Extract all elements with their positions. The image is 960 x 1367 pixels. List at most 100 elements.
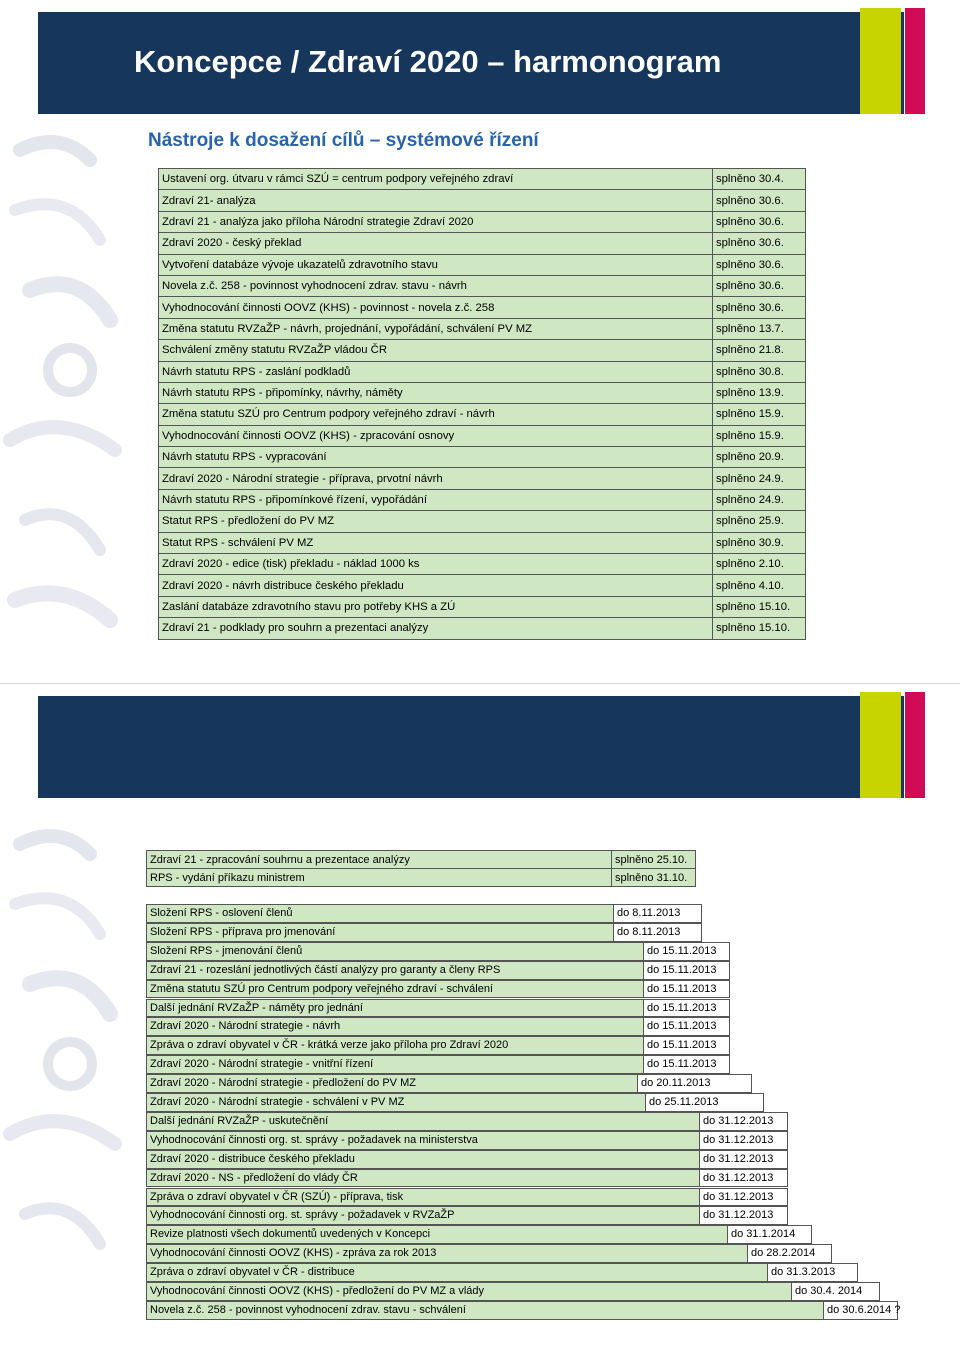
status-cell: splněno 15.9. (712, 424, 806, 448)
task-cell: Novela z.č. 258 - povinnost vyhodnocení … (158, 274, 713, 298)
task-cell: Statut RPS - předložení do PV MZ (158, 510, 713, 533)
deadline-cell: do 15.11.2013 (644, 1036, 730, 1056)
deadline-cell: do 20.11.2013 (638, 1074, 752, 1093)
table-row: Návrh statutu RPS - vypracování splněno 2… (158, 446, 806, 469)
table-row: Zaslání databáze zdravotního stavu pro p… (158, 595, 806, 619)
task-cell: Složení RPS - příprava pro jmenování (146, 922, 614, 942)
task-cell: Schválení změny statutu RVZaŽP vládou ČR (158, 339, 713, 362)
status-cell: splněno 15.9. (712, 403, 806, 426)
status-cell: splněno 30.6. (712, 189, 806, 212)
table-row: Schválení změny statutu RVZaŽP vládou ČR… (158, 339, 806, 362)
task-cell: Další jednání RVZaŽP - náměty pro jednán… (146, 998, 644, 1018)
task-cell: Vytvoření databáze vývoje ukazatelů zdra… (158, 253, 713, 276)
deadline-cell: do 31.12.2013 (700, 1149, 788, 1169)
task-cell: RPS - vydání příkazu ministrem (146, 868, 612, 887)
status-cell: splněno 2.10. (712, 553, 806, 576)
accent-bar-pink (905, 8, 925, 114)
task-cell: Změna statutu SZÚ pro Centrum podpory ve… (158, 403, 713, 426)
deadline-cell: do 15.11.2013 (644, 979, 730, 999)
status-cell: splněno 15.10. (712, 617, 806, 640)
accent-bar-green (860, 692, 901, 798)
table-row: RPS - vydání příkazu ministrem splněno 31… (146, 868, 696, 887)
table-row: Zdraví 21 - zpracování souhrnu a prezent… (146, 850, 696, 869)
task-cell: Zdraví 21 - zpracování souhrnu a prezent… (146, 850, 612, 869)
table-row: Zdraví 2020 - návrh distribuce českého p… (158, 574, 806, 597)
decorative-figure-logo-icon (3, 135, 122, 628)
task-cell: Zdraví 2020 - Národní strategie - přípra… (158, 467, 713, 490)
status-cell: splněno 30.6. (712, 232, 806, 255)
task-cell: Zpráva o zdraví obyvatel v ČR (SZÚ) - př… (146, 1187, 700, 1207)
task-cell: Vyhodnocování činnosti OOVZ (KHS) - zprá… (146, 1244, 748, 1264)
task-cell: Návrh statutu RPS - připomínkové řízení,… (158, 488, 713, 512)
deadline-cell: do 15.11.2013 (644, 941, 730, 961)
task-cell: Novela z.č. 258 - povinnost vyhodnocení … (146, 1300, 824, 1320)
task-cell: Zdraví 2020 - NS - předložení do vlády Č… (146, 1168, 700, 1188)
status-cell: splněno 30.4. (712, 167, 806, 191)
table-row: Statut RPS - předložení do PV MZ splněno … (158, 510, 806, 533)
deadline-cell: do 25.11.2013 (646, 1093, 764, 1112)
task-cell: Zpráva o zdraví obyvatel v ČR - krátká v… (146, 1036, 644, 1056)
table-row: Vytvoření databáze vývoje ukazatelů zdra… (158, 253, 806, 276)
table-row: Návrh statutu RPS - připomínky, návrhy, … (158, 381, 806, 405)
deadline-cell: do 31.12.2013 (700, 1111, 788, 1131)
accent-bar-pink (905, 692, 925, 798)
task-cell: Ustavení org. útvaru v rámci SZÚ = centr… (158, 167, 713, 191)
title-bar (38, 12, 904, 114)
task-cell: Změna statutu RVZaŽP - návrh, projednání… (158, 317, 713, 341)
status-cell: splněno 24.9. (712, 488, 806, 512)
table-row: Novela z.č. 258 - povinnost vyhodnocení … (158, 274, 806, 298)
decorative-figure-logo-icon (3, 829, 122, 1250)
accent-bar-green (860, 8, 901, 114)
status-cell: splněno 30.9. (712, 531, 806, 555)
task-cell: Návrh statutu RPS - zaslání podkladů (158, 360, 713, 383)
task-cell: Zdraví 21 - analýza jako příloha Národní… (158, 210, 713, 234)
deadline-cell: do 30.6.2014 ? (824, 1300, 900, 1320)
status-cell: splněno 31.10. (611, 868, 696, 887)
status-cell: splněno 4.10. (712, 574, 806, 597)
task-cell: Vyhodnocování činnosti org. st. správy -… (146, 1206, 700, 1226)
deadline-cell: do 15.11.2013 (644, 1055, 730, 1075)
task-cell: Zdraví 2020 - Národní strategie - vnitřn… (146, 1055, 644, 1075)
done-tasks-table: Zdraví 21 - zpracování souhrnu a prezent… (146, 850, 696, 887)
task-cell: Zdraví 2020 - Národní strategie - schvál… (146, 1093, 646, 1112)
task-cell: Statut RPS - schválení PV MZ (158, 531, 713, 555)
slide-title: Koncepce / Zdraví 2020 – harmonogram (134, 44, 722, 79)
deadline-cell: do 30.4. 2014 (792, 1282, 880, 1301)
task-cell: Návrh statutu RPS - vypracování (158, 446, 713, 469)
deadline-cell: do 8.11.2013 (614, 904, 702, 923)
task-cell: Revize platnosti všech dokumentů uvedený… (146, 1225, 728, 1245)
table-row: Zdraví 21 - analýza jako příloha Národní… (158, 210, 806, 234)
status-cell: splněno 25.10. (611, 850, 696, 869)
task-cell: Vyhodnocování činnosti OOVZ (KHS) - zpra… (158, 424, 713, 448)
task-cell: Zpráva o zdraví obyvatel v ČR - distribu… (146, 1263, 768, 1282)
title-bar (38, 696, 904, 798)
status-cell: splněno 30.6. (712, 296, 806, 319)
table-row: Zdraví 2020 - Národní strategie - přípra… (158, 467, 806, 490)
deadline-cell: do 15.11.2013 (644, 998, 730, 1018)
task-cell: Další jednání RVZaŽP - uskutečnění (146, 1111, 700, 1131)
deadline-cell: do 31.12.2013 (700, 1130, 788, 1150)
status-cell: splněno 24.9. (712, 467, 806, 490)
deadline-cell: do 31.12.2013 (700, 1168, 788, 1188)
deadline-cell: do 31.1.2014 (728, 1225, 812, 1245)
task-cell: Zaslání databáze zdravotního stavu pro p… (158, 595, 713, 619)
status-cell: splněno 13.9. (712, 381, 806, 405)
status-cell: splněno 30.6. (712, 253, 806, 276)
task-cell: Vyhodnocování činnosti OOVZ (KHS) - povi… (158, 296, 713, 319)
table-row: Zdraví 2020 - edice (tisk) překladu - ná… (158, 553, 806, 576)
deadline-cell: do 28.2.2014 (748, 1244, 832, 1264)
task-cell: Zdraví 2020 - distribuce českého překlad… (146, 1149, 700, 1169)
deadline-cell: do 31.12.2013 (700, 1206, 788, 1226)
table-row: Statut RPS - schválení PV MZ splněno 30.9… (158, 531, 806, 555)
status-cell: splněno 30.6. (712, 274, 806, 298)
table-row: Změna statutu SZÚ pro Centrum podpory ve… (158, 403, 806, 426)
task-cell: Změna statutu SZÚ pro Centrum podpory ve… (146, 979, 644, 999)
table-row: Návrh statutu RPS - připomínkové řízení,… (158, 488, 806, 512)
status-cell: splněno 20.9. (712, 446, 806, 469)
task-cell: Zdraví 21- analýza (158, 189, 713, 212)
status-cell: splněno 15.10. (712, 595, 806, 619)
task-cell: Zdraví 21 - podklady pro souhrn a prezen… (158, 617, 713, 640)
slide-subtitle: Nástroje k dosažení cílů – systémové říz… (148, 130, 539, 151)
table-row: Změna statutu RVZaŽP - návrh, projednání… (158, 317, 806, 341)
slide-divider (0, 683, 960, 684)
